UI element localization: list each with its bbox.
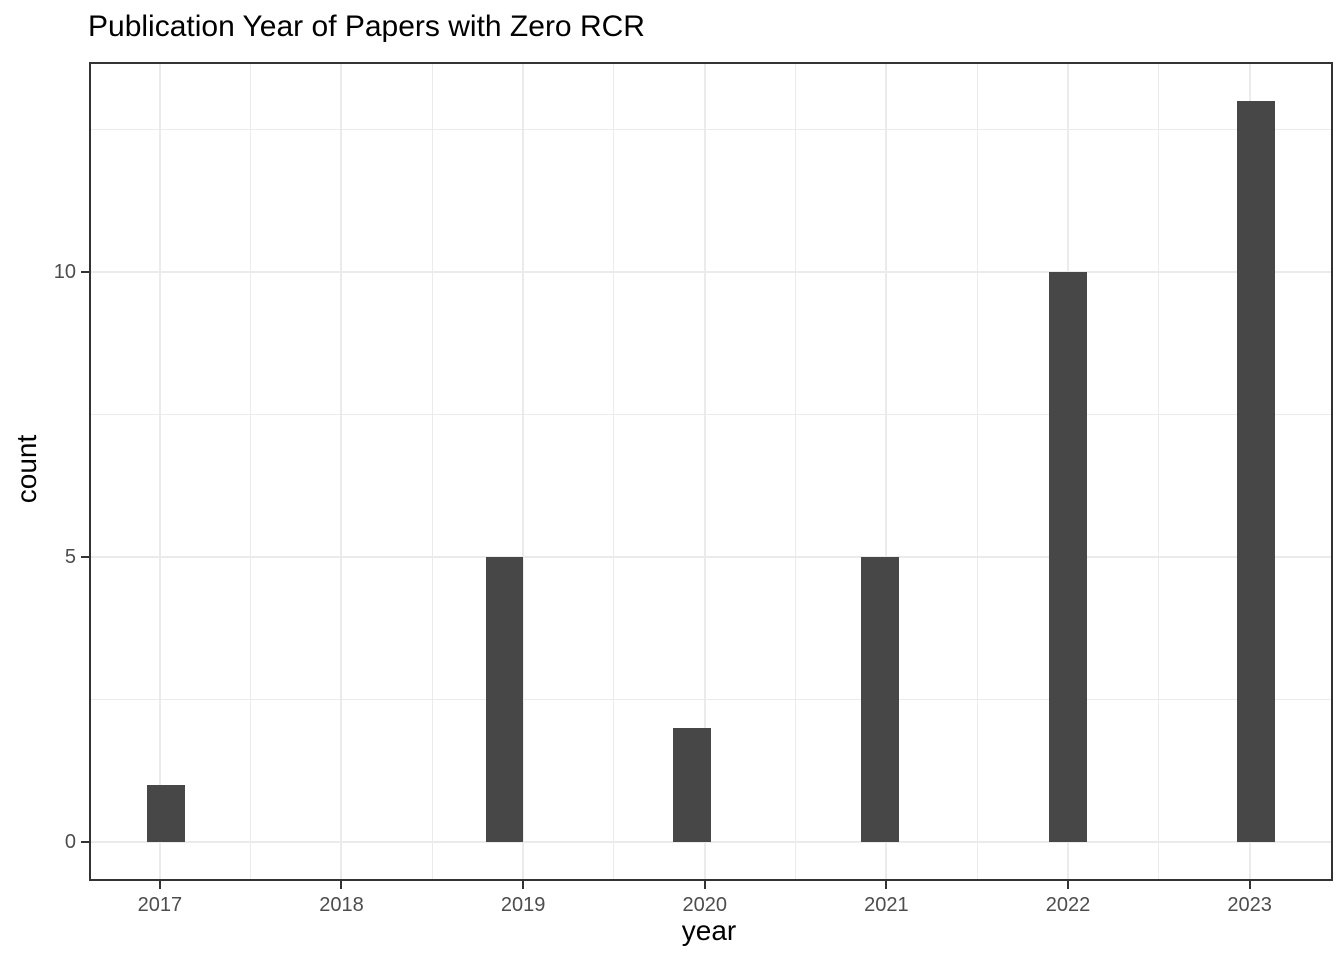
bar-2023 xyxy=(1237,101,1275,842)
y-tick-label-10: 10 xyxy=(53,261,76,284)
y-tick-label-0: 0 xyxy=(64,830,76,853)
x-tick-label-2018: 2018 xyxy=(319,894,364,916)
x-axis-tick-2018 xyxy=(340,881,343,889)
x-axis-tick-2021 xyxy=(885,881,888,889)
gridline-x-minor xyxy=(795,64,797,879)
gridline-x-major-2017 xyxy=(158,64,161,879)
x-axis-tick-2017 xyxy=(158,881,161,889)
gridline-y-major-0 xyxy=(91,840,1331,843)
y-axis-tick-10 xyxy=(81,271,89,274)
gridline-y-minor xyxy=(91,129,1331,131)
x-axis-tick-2022 xyxy=(1066,881,1069,889)
gridline-x-minor xyxy=(1158,64,1160,879)
gridline-x-minor xyxy=(613,64,615,879)
gridline-x-minor xyxy=(250,64,252,879)
x-tick-label-2017: 2017 xyxy=(137,894,183,916)
x-axis-tick-2020 xyxy=(703,881,706,889)
bar-2019 xyxy=(485,556,524,842)
x-axis-title: year xyxy=(681,915,737,946)
x-tick-label-2020: 2020 xyxy=(682,894,727,916)
x-axis-tick-2023 xyxy=(1248,881,1251,889)
y-axis-tick-5 xyxy=(81,555,89,558)
x-tick-label-2021: 2021 xyxy=(864,894,909,916)
gridline-y-minor xyxy=(91,698,1331,700)
gridline-x-minor xyxy=(976,64,978,879)
plot-panel xyxy=(89,62,1333,881)
gridline-x-major-2018 xyxy=(340,64,343,879)
gridline-x-major-2021 xyxy=(885,64,888,879)
bar-2021 xyxy=(861,556,899,842)
gridline-y-minor xyxy=(91,414,1331,415)
x-axis-tick-2019 xyxy=(522,881,525,889)
gridline-y-major-5 xyxy=(91,555,1331,558)
x-tick-label-2022: 2022 xyxy=(1045,894,1091,916)
gridline-y-major-10 xyxy=(91,271,1331,274)
gridline-x-minor xyxy=(431,64,433,879)
y-axis-title: count xyxy=(11,434,42,504)
gridline-x-major-2020 xyxy=(703,64,706,879)
chart-title: Publication Year of Papers with Zero RCR xyxy=(88,10,645,43)
gridline-x-major-2019 xyxy=(522,64,525,879)
bar-2017 xyxy=(147,784,185,842)
x-tick-label-2023: 2023 xyxy=(1227,894,1272,916)
y-axis-tick-0 xyxy=(81,840,89,843)
bar-2022 xyxy=(1049,272,1087,842)
y-tick-label-5: 5 xyxy=(64,545,76,568)
x-tick-label-2019: 2019 xyxy=(500,894,546,916)
bar-2020 xyxy=(673,727,711,842)
